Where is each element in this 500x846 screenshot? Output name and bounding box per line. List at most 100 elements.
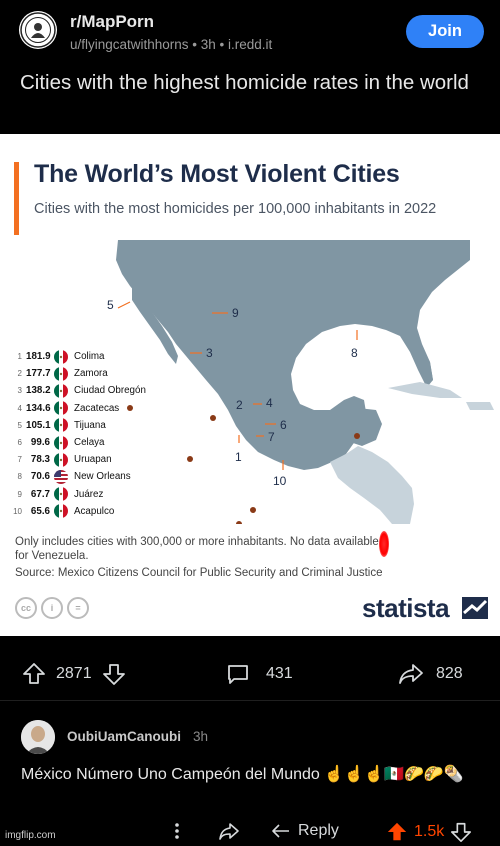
rank-value: 65.6 — [30, 505, 50, 517]
share-count: 828 — [436, 665, 463, 682]
share-button[interactable]: 828 — [398, 662, 463, 686]
map: 1 2 3 4 5 6 7 8 9 10 — [0, 240, 500, 524]
subreddit-name[interactable]: r/MapPorn — [70, 12, 155, 31]
imgflip-watermark: imgflip.com — [5, 830, 56, 841]
ranking-row: 7 78.3 Uruapan — [8, 451, 208, 468]
infographic-note: Only includes cities with 300,000 or mor… — [15, 536, 379, 562]
comment-downvote-icon[interactable] — [450, 821, 472, 843]
marker-zamora — [236, 521, 242, 524]
more-options-button[interactable] — [172, 821, 182, 841]
marker-new-orleans — [354, 433, 360, 439]
comment-text: México Número Uno Campeón del Mundo ☝️☝️… — [21, 766, 464, 783]
rank-city: Acapulco — [74, 505, 115, 517]
rank-city: Ciudad Obregón — [74, 385, 146, 397]
ranking-row: 4 134.6 Zacatecas — [8, 400, 208, 417]
map-label-6: 6 — [280, 418, 287, 432]
rank-value: 134.6 — [26, 402, 51, 414]
rank-city: Juárez — [74, 488, 104, 500]
subreddit-avatar[interactable] — [19, 11, 57, 49]
mexico-flag-icon — [54, 418, 68, 433]
rank-number: 4 — [17, 403, 22, 413]
comment-share-button[interactable] — [218, 821, 240, 841]
ranking-row: 3 138.2 Ciudad Obregón — [8, 382, 208, 399]
map-label-5: 5 — [107, 298, 114, 312]
map-label-1: 1 — [235, 450, 242, 464]
ranking-row: 5 105.1 Tijuana — [8, 417, 208, 434]
attribution-icon: i — [41, 597, 63, 619]
commenter-avatar[interactable] — [21, 720, 55, 754]
infographic-subtitle: Cities with the most homicides per 100,0… — [34, 201, 437, 217]
reply-button[interactable]: Reply — [270, 821, 339, 841]
rank-number: 2 — [17, 369, 22, 379]
ranking-row: 2 177.7 Zamora — [8, 365, 208, 382]
rank-number: 10 — [13, 506, 22, 516]
land-cuba — [388, 382, 462, 398]
land-central-america — [330, 446, 414, 524]
marker-tijuana — [127, 405, 133, 411]
comments-button[interactable]: 431 — [226, 662, 293, 686]
marker-leaders — [117, 301, 358, 470]
vote-group: 2871 — [22, 662, 126, 686]
rank-city: Colima — [74, 351, 105, 363]
mexico-flag-icon — [54, 452, 68, 467]
post-title[interactable]: Cities with the highest homicide rates i… — [20, 71, 469, 94]
statista-logo-text: statista — [362, 593, 450, 623]
map-label-3: 3 — [206, 346, 213, 360]
map-label-10: 10 — [273, 474, 287, 488]
map-label-7: 7 — [268, 430, 275, 444]
no-derivatives-icon: = — [67, 597, 89, 619]
reply-label: Reply — [298, 822, 339, 839]
rank-city: Celaya — [74, 437, 105, 449]
upvote-count: 2871 — [56, 665, 92, 682]
divider — [0, 700, 500, 701]
land-north-america — [116, 240, 470, 470]
map-label-8: 8 — [351, 346, 358, 360]
red-mark — [379, 531, 389, 557]
accent-bar — [14, 162, 19, 235]
rank-number: 5 — [17, 420, 22, 430]
ranking-row: 8 70.6 New Orleans — [8, 468, 208, 485]
map-label-4: 4 — [266, 396, 273, 410]
city-markers — [127, 405, 360, 524]
rank-city: Tijuana — [74, 419, 106, 431]
mexico-flag-icon — [54, 487, 68, 502]
upvote-icon[interactable] — [22, 662, 46, 686]
comment-upvote-icon[interactable] — [386, 821, 408, 843]
rank-city: Uruapan — [74, 454, 112, 466]
marker-ciudad-obregon — [187, 456, 193, 462]
mexico-flag-icon — [54, 349, 68, 364]
downvote-icon[interactable] — [102, 662, 126, 686]
infographic-title: The World’s Most Violent Cities — [34, 160, 400, 188]
ranking-list: 1 181.9 Colima 2 177.7 Zamora 3 138.2 Ciudad Obr… — [8, 348, 208, 520]
post-image[interactable]: The World’s Most Violent Cities Cities w… — [0, 134, 500, 636]
comment-vote-group: 1.5k — [386, 821, 472, 843]
map-label-2: 2 — [236, 398, 243, 412]
mexico-flag-icon — [54, 435, 68, 450]
ranking-row: 10 65.6 Acapulco — [8, 503, 208, 520]
rank-city: Zamora — [74, 368, 108, 380]
rank-number: 8 — [17, 472, 22, 482]
rank-number: 9 — [17, 489, 22, 499]
rank-value: 70.6 — [30, 471, 50, 483]
rank-number: 7 — [17, 455, 22, 465]
land-florida — [410, 340, 433, 386]
marker-juarez — [210, 415, 216, 421]
rank-value: 138.2 — [26, 385, 51, 397]
marker-zacatecas — [250, 507, 256, 513]
map-label-9: 9 — [232, 306, 239, 320]
rank-number: 3 — [17, 386, 22, 396]
join-button[interactable]: Join — [406, 15, 484, 48]
mexico-flag-icon — [54, 366, 68, 381]
post-meta[interactable]: u/flyingcatwithhorns • 3h • i.redd.it — [70, 37, 273, 52]
rank-number: 1 — [17, 352, 22, 362]
land-baja — [132, 286, 178, 364]
infographic-source: Source: Mexico Citizens Council for Publ… — [15, 567, 383, 579]
rank-value: 177.7 — [26, 368, 51, 380]
mexico-flag-icon — [54, 401, 68, 416]
cc-icon: cc — [15, 597, 37, 619]
commenter-username[interactable]: OubiUamCanoubi — [67, 729, 181, 744]
comment-share-icon — [219, 823, 239, 840]
mexico-flag-icon — [54, 383, 68, 398]
post-actions: 2871 431 828 — [0, 652, 500, 694]
rank-city: Zacatecas — [74, 402, 120, 414]
